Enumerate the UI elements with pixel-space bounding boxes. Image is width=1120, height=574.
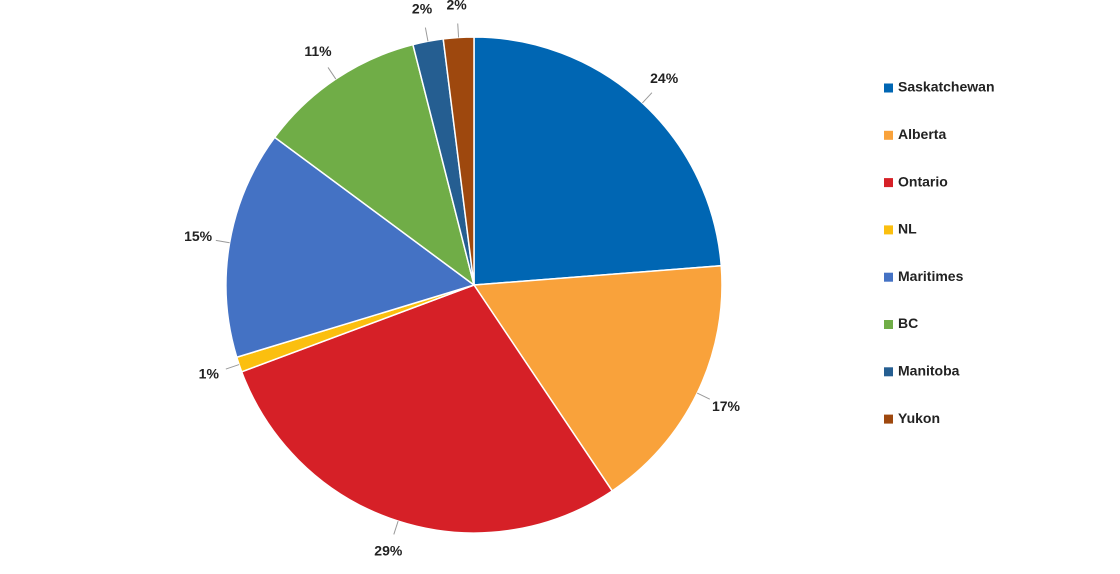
data-label: 17% [712,398,741,414]
legend-label: NL [898,221,917,237]
data-label: 2% [446,0,467,12]
leader-line [424,27,429,42]
data-label: 1% [199,366,220,382]
pie-slice [240,284,614,534]
pie-slice [273,43,476,287]
legend-swatch [884,225,893,235]
legend-swatch [884,367,893,377]
leader-line [327,67,337,80]
leader-line [696,392,711,400]
legend-label: Maritimes [898,268,964,284]
legend-label: BC [898,315,918,331]
legend-swatch [884,130,893,140]
pie-slice [225,136,476,359]
leader-line [215,239,230,244]
legend-label: Manitoba [898,363,960,379]
legend-swatch [884,272,893,282]
legend-label: Saskatchewan [898,79,995,95]
leader-line [225,364,240,370]
legend-swatch [884,320,893,329]
data-label: 15% [184,228,213,244]
data-label: 24% [650,70,679,86]
data-label: 29% [374,542,403,558]
legend-label: Yukon [898,410,940,426]
pie-slice [442,36,475,286]
pie-slice [473,36,723,286]
data-label: 11% [304,43,332,59]
legend-swatch [884,83,893,93]
legend-label: Ontario [898,173,948,189]
leader-line [393,520,399,535]
legend-label: Alberta [898,126,946,142]
legend-swatch [884,414,893,424]
legend-swatch [884,178,893,188]
leader-line [457,23,460,38]
data-label: 2% [412,1,433,17]
leader-line [642,92,653,104]
